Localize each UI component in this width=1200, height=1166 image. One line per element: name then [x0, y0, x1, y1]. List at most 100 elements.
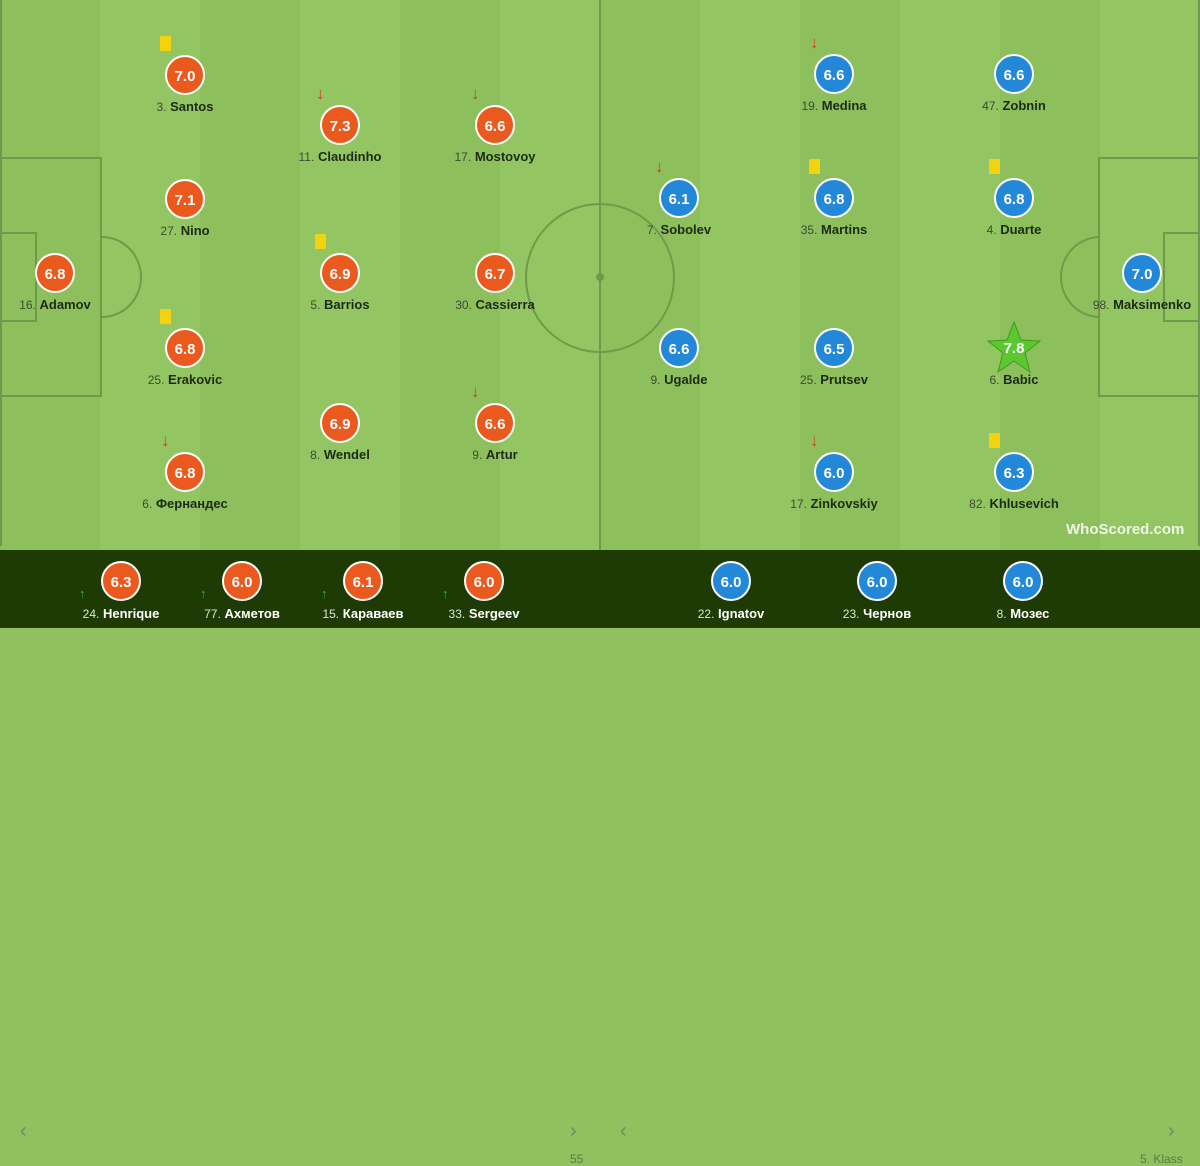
bench-player-mozes[interactable]: 6.0 8. Мозес — [963, 561, 1083, 621]
player-barrios[interactable]: 6.9 5. Barrios — [285, 253, 395, 312]
player-name: 24. Henrique — [61, 606, 181, 621]
player-surname: Nino — [180, 223, 210, 238]
player-erakovic[interactable]: 6.8 25. Erakovic — [130, 328, 240, 387]
bench-player-chernov[interactable]: 6.0 23. Чернов — [817, 561, 937, 621]
player-santos[interactable]: 7.0 3. Santos — [130, 55, 240, 114]
player-martins[interactable]: 6.8 35. Martins — [779, 178, 889, 237]
player-surname: Ахметов — [224, 606, 280, 621]
player-zinkovskiy[interactable]: 6.0 17. Zinkovskiy — [779, 452, 889, 511]
player-ugalde[interactable]: 6.6 9. Ugalde — [624, 328, 734, 387]
shirt-number: 22. — [697, 607, 715, 621]
player-sobolev[interactable]: 6.1 7. Sobolev — [624, 178, 734, 237]
player-rating: 7.1 — [165, 179, 205, 219]
player-surname: Ugalde — [664, 372, 708, 387]
home-bench-next-button[interactable]: › — [570, 1120, 577, 1142]
player-name: 7. Sobolev — [624, 222, 734, 237]
whoscored-logo: WhoScored.com — [1066, 521, 1185, 538]
player-rating: 6.0 — [222, 561, 262, 601]
bench-player-ignatov[interactable]: 6.0 22. Ignatov — [671, 561, 791, 621]
bench-player-akhmetov[interactable]: 6.0 77. Ахметов — [182, 561, 302, 621]
player-surname: Sobolev — [660, 222, 712, 237]
player-surname: Khlusevich — [989, 496, 1059, 511]
player-rating: 6.5 — [814, 328, 854, 368]
player-name: 9. Ugalde — [624, 372, 734, 387]
player-nino[interactable]: 7.1 27. Nino — [130, 179, 240, 238]
player-name: 4. Duarte — [959, 222, 1069, 237]
player-khlusevich[interactable]: 6.3 82. Khlusevich — [959, 452, 1069, 511]
player-rating: 6.7 — [475, 253, 515, 293]
bench-player-karavaev[interactable]: 6.1 15. Караваев — [303, 561, 423, 621]
player-rating: 6.3 — [994, 452, 1034, 492]
player-name: 35. Martins — [779, 222, 889, 237]
substitution-on-arrow-icon: ↑ — [442, 586, 449, 601]
player-fernandes[interactable]: 6.8 6. Фернандес — [130, 452, 240, 511]
shirt-number: 77. — [204, 607, 221, 621]
player-name: 6. Babic — [959, 372, 1069, 387]
player-rating: 6.6 — [475, 105, 515, 145]
player-surname: Maksimenko — [1113, 297, 1192, 312]
away-bench-prev-button[interactable]: ‹ — [620, 1120, 627, 1142]
player-surname: Erakovic — [168, 372, 223, 387]
player-rating: 6.1 — [343, 561, 383, 601]
shirt-number: 6. — [142, 497, 153, 511]
player-rating: 6.0 — [711, 561, 751, 601]
player-surname: Artur — [485, 447, 518, 462]
player-wendel[interactable]: 6.9 8. Wendel — [285, 403, 395, 462]
substitution-on-arrow-icon: ↑ — [321, 586, 328, 601]
player-name: 98. Maksimenko — [1087, 297, 1197, 312]
player-name: 47. Zobnin — [959, 98, 1069, 113]
player-zobnin[interactable]: 6.6 47. Zobnin — [959, 54, 1069, 113]
player-rating: 7.0 — [1122, 253, 1162, 293]
shirt-number: 8. — [996, 607, 1007, 621]
shirt-number: 17. — [790, 497, 807, 511]
player-babic[interactable]: 7.8 6. Babic — [959, 320, 1069, 387]
player-cassierra[interactable]: 6.7 30. Cassierra — [440, 253, 550, 312]
away-bench-next-button[interactable]: › — [1168, 1120, 1175, 1142]
shirt-number: 17. — [454, 150, 472, 164]
home-bench-cut-number: 55 — [570, 1152, 584, 1166]
shirt-number: 25. — [147, 373, 165, 387]
away-bench-cut-number: 5. — [1140, 1152, 1151, 1166]
player-rating: 6.6 — [994, 54, 1034, 94]
player-name: 23. Чернов — [817, 606, 937, 621]
shirt-number: 82. — [969, 497, 986, 511]
player-surname: Prutsev — [820, 372, 868, 387]
player-duarte[interactable]: 6.8 4. Duarte — [959, 178, 1069, 237]
player-name: 3. Santos — [130, 99, 240, 114]
player-name: 9. Artur — [440, 447, 550, 462]
substitution-off-arrow-icon: ↓ — [161, 431, 170, 450]
shirt-number: 23. — [842, 607, 860, 621]
yellow-card-icon — [315, 234, 326, 249]
player-adamov[interactable]: 6.8 16. Adamov — [0, 253, 110, 312]
player-claudinho[interactable]: 7.3 11. Claudinho — [285, 105, 395, 164]
player-prutsev[interactable]: 6.5 25. Prutsev — [779, 328, 889, 387]
player-medina[interactable]: 6.6 19. Medina — [779, 54, 889, 113]
bench-player-henrique[interactable]: 6.3 24. Henrique — [61, 561, 181, 621]
player-surname: Wendel — [323, 447, 370, 462]
player-rating: 6.0 — [1003, 561, 1043, 601]
player-surname: Claudinho — [317, 149, 382, 164]
player-artur[interactable]: 6.6 9. Artur — [440, 403, 550, 462]
player-name: 15. Караваев — [303, 606, 423, 621]
player-name: 17. Mostovoy — [440, 149, 550, 164]
player-mostovoy[interactable]: 6.6 17. Mostovoy — [440, 105, 550, 164]
shirt-number: 25. — [799, 373, 817, 387]
shirt-number: 7. — [646, 223, 657, 237]
player-surname: Adamov — [39, 297, 91, 312]
player-rating: 6.8 — [165, 452, 205, 492]
player-name: 82. Khlusevich — [959, 496, 1069, 511]
home-bench-prev-button[interactable]: ‹ — [20, 1120, 27, 1142]
substitutes-bar: ‹ › ‹ › 55 5. Klass 6.3 24. Henrique ↑ 6.0 7… — [0, 550, 1200, 1166]
player-rating: 6.1 — [659, 178, 699, 218]
player-rating: 6.0 — [814, 452, 854, 492]
pitch-stripe — [800, 0, 900, 550]
shirt-number: 15. — [322, 607, 340, 621]
player-rating: 7.8 — [1003, 340, 1025, 357]
player-rating: 6.6 — [814, 54, 854, 94]
bench-player-sergeev[interactable]: 6.0 33. Sergeev — [424, 561, 544, 621]
right-six-yard-box — [1163, 232, 1200, 322]
player-maksimenko[interactable]: 7.0 98. Maksimenko — [1087, 253, 1197, 312]
substitution-off-arrow-icon: ↓ — [810, 431, 819, 450]
player-rating: 7.0 — [165, 55, 205, 95]
shirt-number: 27. — [160, 224, 178, 238]
